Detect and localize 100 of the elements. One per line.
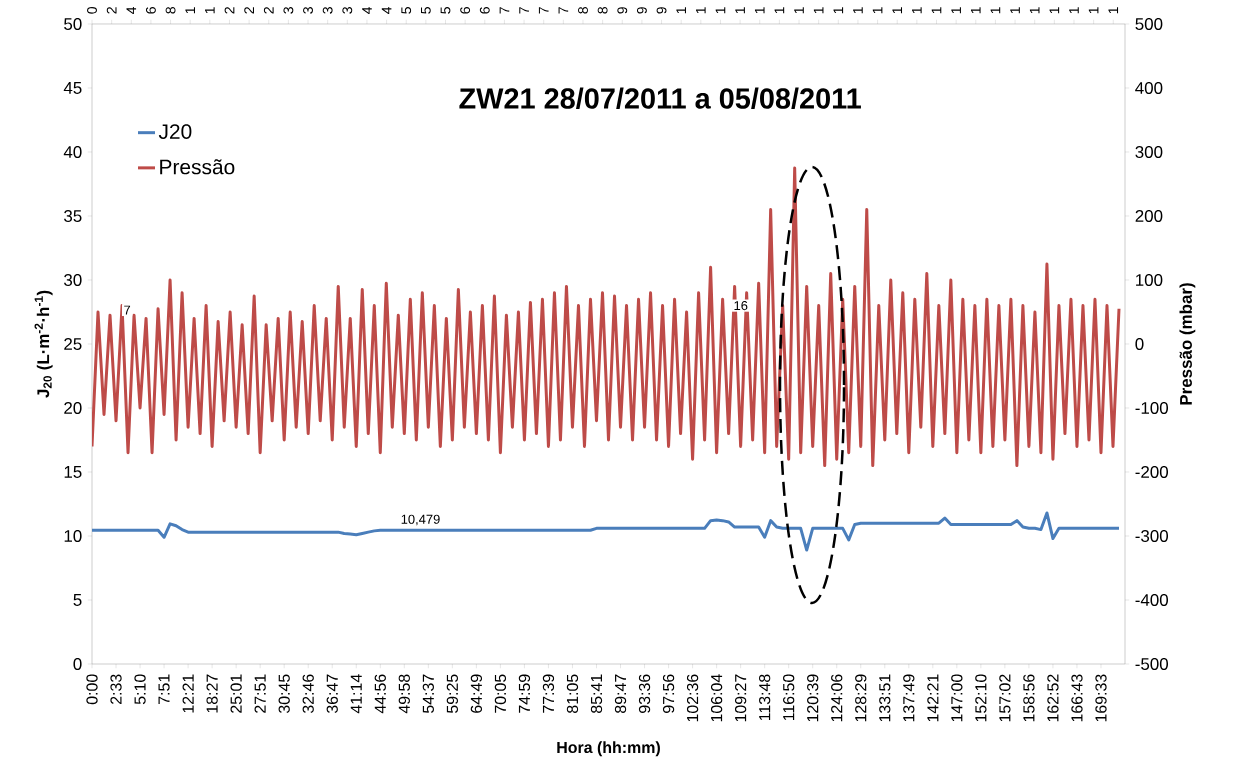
text: 1 bbox=[676, 7, 686, 14]
x-tick-label: 5:10 bbox=[134, 674, 146, 705]
x-tick-label: 169:33 bbox=[1095, 674, 1107, 722]
text: 3 bbox=[342, 7, 353, 14]
y-tick-label: 20 bbox=[64, 402, 82, 414]
x-tick-label: 137:49 bbox=[903, 674, 915, 722]
annotation: 16 bbox=[734, 301, 748, 311]
text: 3 bbox=[322, 7, 333, 14]
text: 1 bbox=[951, 7, 961, 14]
text: 1 bbox=[754, 7, 765, 14]
text: 1 bbox=[1108, 7, 1119, 14]
text: 1 bbox=[931, 7, 942, 14]
legend-label: Pressão bbox=[160, 159, 235, 175]
text: 6 bbox=[460, 7, 471, 14]
text: 2 bbox=[106, 7, 117, 14]
text: ZW21 28/07/2011 a 05/08/2011 bbox=[459, 87, 861, 110]
y2-tick-label: -400 bbox=[1135, 594, 1169, 606]
text: 8 bbox=[597, 7, 608, 14]
text: 2 bbox=[224, 7, 235, 14]
text: 1 bbox=[1010, 7, 1020, 14]
x-tick-label: 158:56 bbox=[1023, 674, 1035, 722]
y-tick-label: 40 bbox=[63, 146, 82, 158]
y2-tick-label: 400 bbox=[1135, 82, 1163, 94]
text: 5 bbox=[421, 7, 431, 14]
x-tick-label: 27:51 bbox=[254, 674, 266, 713]
x-tick-label: 36:47 bbox=[326, 674, 338, 714]
text: 1 bbox=[1029, 7, 1040, 14]
text: 1 bbox=[1049, 7, 1060, 14]
x-tick-label: 93:36 bbox=[638, 674, 651, 713]
x-tick-label: 49:58 bbox=[398, 674, 410, 714]
text: 9 bbox=[656, 7, 667, 14]
x-tick-label: 116:50 bbox=[783, 674, 795, 721]
text: 1 bbox=[990, 7, 1001, 14]
x-tick-label: 109:27 bbox=[734, 674, 747, 722]
text: J$_{20}$ (L·m$^{-2}$·h$^{-1}$) bbox=[34, 290, 53, 398]
x-tick-label: 32:46 bbox=[302, 674, 314, 714]
y-tick-label: 10 bbox=[64, 530, 82, 542]
text: 1 bbox=[970, 7, 981, 14]
x-tick-label: 59:25 bbox=[446, 674, 458, 714]
x-tick-label: 147:00 bbox=[951, 674, 963, 722]
x-tick-label: 120:39 bbox=[807, 674, 819, 722]
x-tick-label: 44:56 bbox=[374, 674, 386, 714]
text: 1 bbox=[1088, 7, 1099, 14]
text: 1 bbox=[715, 7, 726, 14]
y2-tick-label: -300 bbox=[1135, 530, 1169, 542]
text: 4 bbox=[381, 6, 392, 14]
y-tick-label: 5 bbox=[73, 594, 82, 606]
y-tick-label: 0 bbox=[73, 658, 82, 670]
x-tick-label: 54:37 bbox=[422, 674, 434, 714]
x-tick-label: 70:05 bbox=[494, 674, 507, 713]
y-tick-label: 30 bbox=[64, 274, 82, 286]
text: 7 bbox=[499, 7, 510, 14]
y-tick-label: 35 bbox=[64, 210, 82, 222]
y-tick-label: 25 bbox=[64, 338, 82, 350]
text: 1 bbox=[1069, 7, 1079, 14]
x-tick-label: 128:29 bbox=[855, 674, 867, 722]
x-tick-label: 25:01 bbox=[230, 674, 242, 713]
x-tick-label: 113:48 bbox=[759, 674, 771, 721]
text: 7 bbox=[519, 7, 529, 14]
text: 1 bbox=[735, 7, 745, 14]
text: 6 bbox=[145, 7, 156, 14]
text: 3 bbox=[283, 7, 294, 14]
text: 1 bbox=[185, 7, 195, 14]
y2-tick-label: 0 bbox=[1135, 338, 1144, 350]
x-tick-label: 77:39 bbox=[542, 674, 555, 713]
x-tick-label: 2:33 bbox=[110, 674, 122, 704]
x-tick-label: 166:43 bbox=[1071, 674, 1083, 722]
y2-tick-label: 300 bbox=[1135, 146, 1163, 158]
text: 2 bbox=[263, 7, 274, 14]
y2-tick-label: 500 bbox=[1135, 18, 1163, 30]
annotation: 7 bbox=[124, 305, 131, 315]
y2-tick-label: -200 bbox=[1135, 466, 1169, 478]
x-tick-label: 133:51 bbox=[879, 674, 891, 722]
x-tick-label: 142:21 bbox=[927, 674, 939, 722]
text: 0 bbox=[87, 7, 97, 14]
text: 1 bbox=[205, 7, 215, 14]
text: 2 bbox=[244, 7, 254, 14]
x-tick-label: 7:51 bbox=[158, 674, 170, 704]
x-tick-label: 102:36 bbox=[686, 674, 699, 722]
x-tick-label: 74:59 bbox=[518, 674, 531, 713]
y2-tick-label: 100 bbox=[1136, 274, 1163, 286]
text: 5 bbox=[440, 7, 451, 14]
text: 8 bbox=[165, 7, 176, 14]
x-tick-label: 81:05 bbox=[566, 674, 579, 713]
text: 1 bbox=[892, 7, 903, 14]
x-tick-label: 162:52 bbox=[1047, 674, 1059, 722]
text: 4 bbox=[126, 6, 137, 14]
text: 1 bbox=[853, 7, 863, 14]
x-tick-label: 0:00 bbox=[86, 674, 98, 705]
x-tick-label: 106:04 bbox=[710, 674, 723, 722]
text: 5 bbox=[401, 7, 412, 14]
text: 3 bbox=[303, 7, 313, 14]
y-tick-label: 45 bbox=[63, 82, 82, 94]
y-tick-label: 15 bbox=[64, 466, 82, 478]
text: 6 bbox=[479, 7, 490, 14]
y2-tick-label: -100 bbox=[1135, 402, 1169, 414]
text: 1 bbox=[696, 7, 706, 14]
x-tick-label: 12:21 bbox=[182, 674, 194, 713]
x-tick-label: 18:27 bbox=[206, 674, 218, 713]
x-tick-label: 41:14 bbox=[350, 674, 362, 714]
